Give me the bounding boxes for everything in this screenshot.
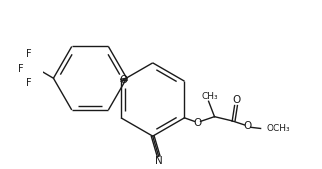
- Text: F: F: [26, 78, 32, 88]
- Text: N: N: [155, 156, 163, 166]
- Text: F: F: [18, 64, 24, 74]
- Text: CH₃: CH₃: [202, 92, 218, 101]
- Text: F: F: [26, 49, 32, 59]
- Text: O: O: [193, 118, 202, 128]
- Text: O: O: [232, 95, 240, 105]
- Text: O: O: [243, 121, 252, 131]
- Text: O: O: [120, 75, 128, 85]
- Text: OCH₃: OCH₃: [267, 124, 290, 133]
